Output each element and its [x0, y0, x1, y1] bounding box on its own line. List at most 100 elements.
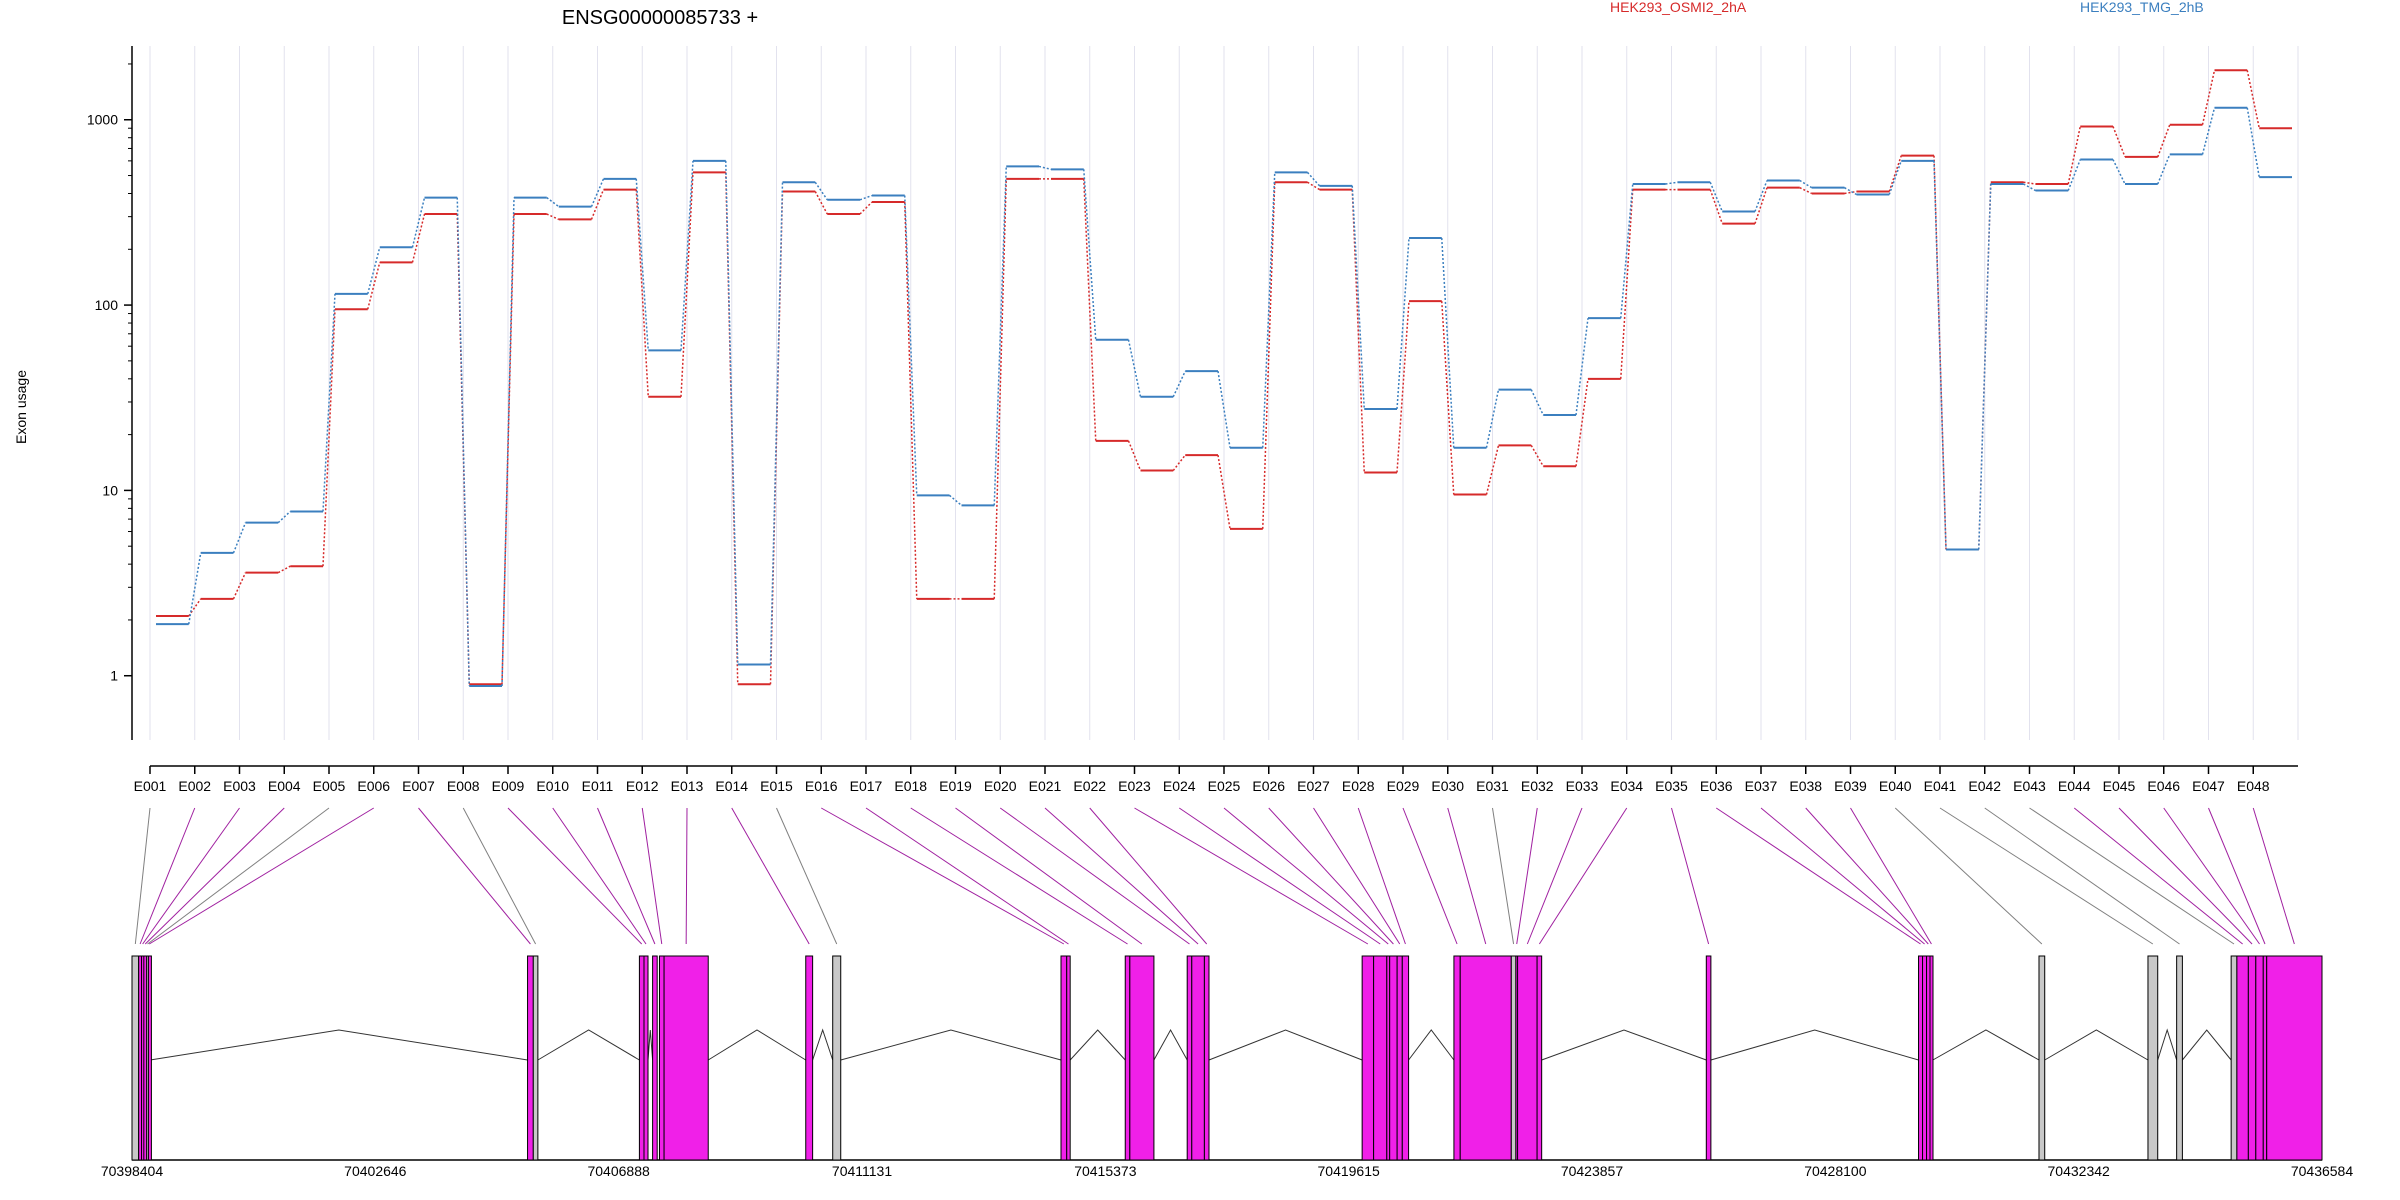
- chart-title: ENSG00000085733 +: [562, 7, 758, 29]
- exon-connector-line: [2118, 807, 2253, 945]
- series-connector: [1620, 183, 1634, 319]
- series-connector: [456, 197, 470, 687]
- x-tick-label: E035: [1655, 778, 1688, 794]
- exon-block: [1129, 955, 1155, 1161]
- exon-block: [2255, 955, 2264, 1161]
- x-tick-label: E014: [715, 778, 748, 794]
- intron-line: [150, 1029, 528, 1061]
- series-connector: [949, 494, 962, 506]
- genomic-coordinate-label: 70398404: [101, 1163, 164, 1179]
- series-lines: [156, 69, 2292, 688]
- series-connector: [1172, 454, 1186, 471]
- x-tick-label: E032: [1521, 778, 1554, 794]
- exon-connector-line: [1538, 807, 1628, 945]
- exon-connector-line: [1526, 807, 1583, 945]
- x-tick-label: E008: [447, 778, 480, 794]
- exon-block: [1191, 955, 1205, 1161]
- intron-line: [2044, 1029, 2149, 1061]
- exon-connector-line: [1850, 807, 1932, 945]
- exon-connector-line: [910, 807, 1128, 945]
- exon-connector-line: [552, 807, 647, 945]
- x-tick-label: E010: [536, 778, 569, 794]
- x-tick-label: E045: [2103, 778, 2136, 794]
- exon-block: [643, 955, 649, 1161]
- x-tick-label: E038: [1789, 778, 1822, 794]
- exon-block: [1401, 955, 1410, 1161]
- exon-block: [1361, 955, 1375, 1161]
- series-connector: [1441, 237, 1455, 448]
- series-connector: [322, 309, 336, 567]
- y-tick-label: 10: [102, 482, 118, 498]
- exon-connector-line: [144, 807, 285, 945]
- x-tick-label: E005: [313, 778, 346, 794]
- x-tick-label: E040: [1879, 778, 1912, 794]
- x-tick-label: E028: [1342, 778, 1375, 794]
- exon-block: [1922, 955, 1928, 1161]
- x-tick-label: E007: [402, 778, 435, 794]
- series-b: [156, 106, 2292, 688]
- intron-line: [537, 1029, 640, 1061]
- exon-connector-line: [139, 807, 196, 945]
- exon-block: [147, 955, 152, 1161]
- exon-block: [652, 955, 658, 1161]
- exon-connector-line: [1516, 807, 1538, 945]
- x-tick-label: E024: [1163, 778, 1196, 794]
- series-connector: [2201, 107, 2216, 155]
- x-tick-label: E023: [1118, 778, 1151, 794]
- exon-connector-line: [2029, 807, 2235, 945]
- gridlines: [149, 46, 2299, 740]
- x-tick-label: E016: [805, 778, 838, 794]
- exon-connector-line: [999, 807, 1190, 945]
- exon-block: [1186, 955, 1193, 1161]
- exon-block: [638, 955, 645, 1161]
- exon-block: [2247, 955, 2257, 1161]
- series-connector: [1575, 318, 1589, 416]
- legend-label-series-b: HEK293_TMG_2hB: [2080, 0, 2204, 15]
- x-tick-label: E022: [1073, 778, 1106, 794]
- exon-block: [658, 955, 665, 1161]
- series-connector: [1351, 185, 1365, 410]
- x-tick-label: E033: [1566, 778, 1599, 794]
- x-tick-label: E027: [1297, 778, 1330, 794]
- x-tick-label: E009: [492, 778, 525, 794]
- intron-line: [1208, 1029, 1363, 1061]
- exon-connector-line: [641, 807, 663, 945]
- y-tick-label: 1000: [87, 112, 118, 128]
- exon-block: [1926, 955, 1931, 1161]
- y-tick-label: 1: [110, 668, 118, 684]
- exon-block: [131, 955, 140, 1161]
- series-connector: [2112, 126, 2126, 158]
- series-connector: [1978, 183, 1992, 550]
- x-tick-label: E034: [1610, 778, 1643, 794]
- exon-block: [1510, 955, 1517, 1161]
- exon-connector-line: [507, 807, 643, 945]
- series-connector: [1754, 180, 1768, 212]
- exon-connector-line: [149, 807, 375, 945]
- series-connector: [2067, 126, 2081, 185]
- series-connector: [814, 191, 828, 215]
- intron-line: [1069, 1029, 1126, 1061]
- exon-block: [532, 955, 539, 1161]
- series-connector: [1530, 389, 1544, 416]
- exon-connector-line: [731, 807, 810, 945]
- x-tick-label: E020: [984, 778, 1017, 794]
- series-connector: [635, 189, 649, 397]
- series-connector: [1127, 440, 1142, 471]
- exon-block: [1536, 955, 1543, 1161]
- exon-block: [2230, 955, 2238, 1161]
- exon-connector-line: [1268, 807, 1394, 945]
- y-axis-label: Exon usage: [13, 370, 29, 444]
- exon-block: [1373, 955, 1388, 1161]
- exon-connector-line: [1089, 807, 1208, 945]
- series-connector: [1396, 301, 1410, 473]
- series-connector: [1933, 160, 1947, 550]
- intron-line: [2181, 1029, 2232, 1061]
- x-tick-label: E042: [1968, 778, 2001, 794]
- exon-connector-line: [955, 807, 1143, 945]
- series-connector: [501, 197, 515, 687]
- series-connector: [1530, 444, 1544, 467]
- x-tick-label: E037: [1745, 778, 1778, 794]
- exon-connector-line: [1984, 807, 2180, 945]
- series-connector: [1575, 378, 1589, 467]
- series-connector: [277, 510, 291, 524]
